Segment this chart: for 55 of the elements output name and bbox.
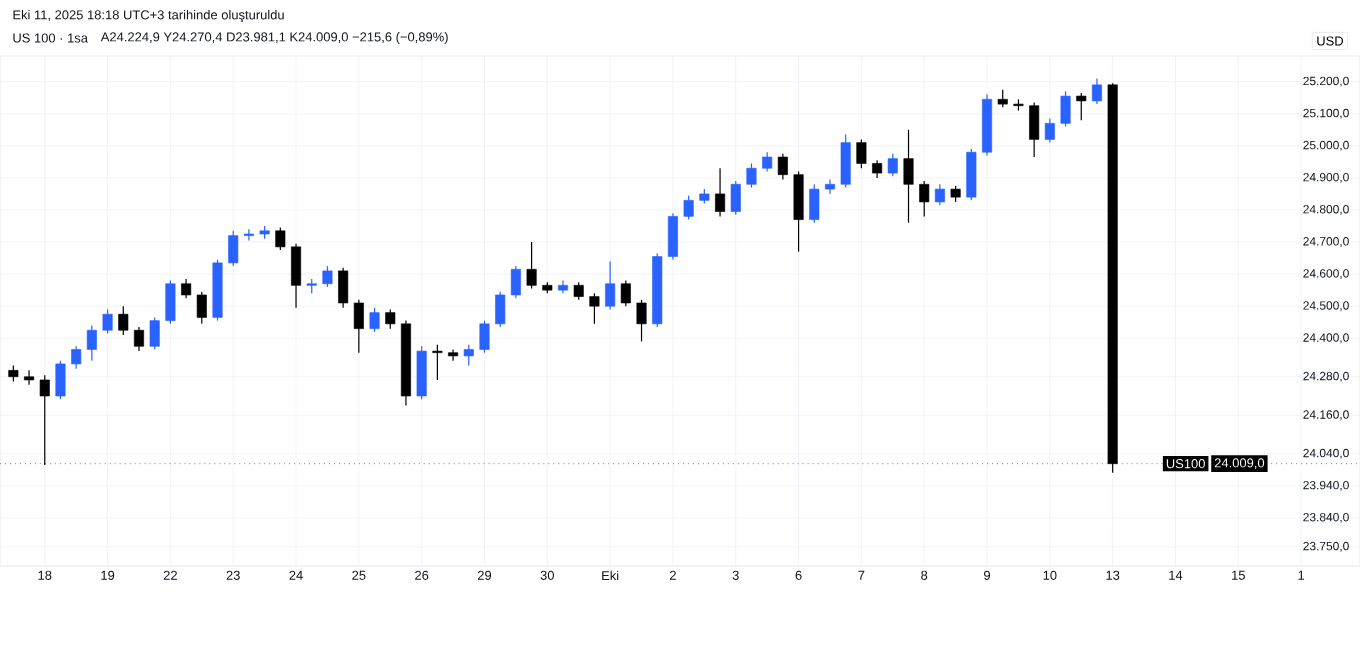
candlestick — [291, 243, 302, 309]
candlestick — [479, 320, 490, 354]
candlestick — [165, 279, 176, 325]
candlestick — [762, 151, 773, 173]
candlestick — [683, 194, 694, 221]
candlestick — [133, 326, 144, 352]
candlestick — [149, 316, 160, 351]
candlestick — [667, 212, 678, 261]
candlestick — [589, 292, 600, 325]
candlestick — [1091, 77, 1102, 105]
candlestick — [102, 308, 113, 335]
candlestick — [1060, 90, 1071, 128]
candlestick — [55, 360, 66, 400]
candlestick — [181, 278, 192, 299]
candlestick — [495, 291, 506, 328]
candlestick — [934, 183, 945, 206]
candlestick — [338, 267, 349, 309]
candlestick — [448, 348, 459, 362]
candlestick — [887, 153, 898, 177]
candlestick — [24, 369, 35, 386]
candlestick — [369, 307, 380, 333]
candlestick — [809, 183, 820, 224]
candlestick — [243, 228, 254, 242]
candlestick — [86, 324, 97, 362]
candlestick — [715, 167, 726, 217]
candlestick — [416, 345, 427, 400]
candlestick — [746, 162, 757, 189]
candlestick — [196, 291, 207, 325]
candlestick — [526, 241, 537, 290]
candlestick — [275, 227, 286, 251]
candlestick — [510, 265, 521, 299]
candlestick — [1076, 92, 1087, 121]
candlestick — [856, 138, 867, 169]
candlestick — [432, 344, 443, 381]
candlestick — [118, 305, 129, 336]
candlestick — [353, 299, 364, 354]
candlestick — [620, 279, 631, 307]
candlestick — [903, 129, 914, 224]
candlestick — [730, 180, 741, 216]
candlestick — [1029, 101, 1040, 158]
candlestick — [71, 345, 82, 370]
candlestick — [1044, 117, 1055, 144]
candlestick — [824, 178, 835, 195]
candlestick — [966, 148, 977, 201]
candlestick — [228, 230, 239, 267]
candlestick — [793, 170, 804, 253]
candlestick — [463, 344, 474, 367]
candlestick — [636, 299, 647, 343]
candlestick — [919, 180, 930, 217]
candlestick — [39, 374, 50, 466]
candlestick — [322, 265, 333, 288]
candlestick — [605, 260, 616, 310]
candlestick — [840, 133, 851, 189]
candlestick — [777, 153, 788, 181]
candlestick — [385, 308, 396, 330]
